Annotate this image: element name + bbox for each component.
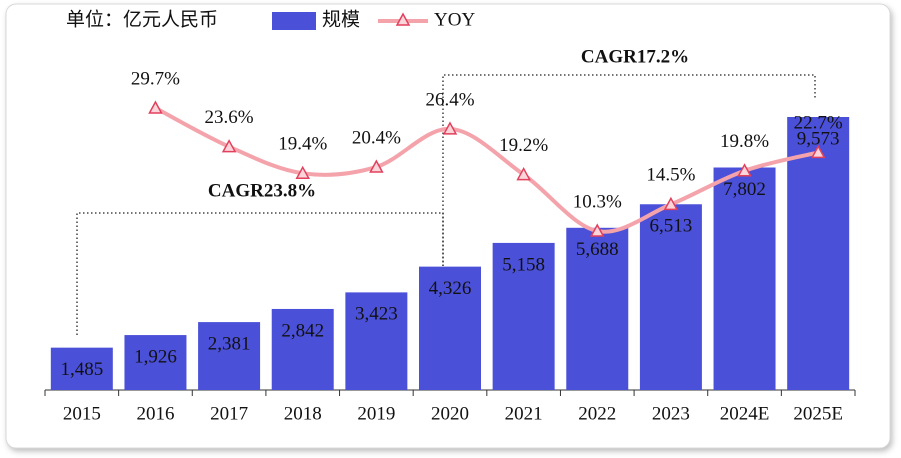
bar-value-label: 1,926 (134, 346, 177, 367)
x-tick-label: 2015 (63, 403, 101, 424)
yoy-label: 19.8% (720, 131, 769, 152)
bar (419, 266, 481, 390)
x-tick-label: 2024E (720, 403, 770, 424)
yoy-label: 29.7% (131, 68, 180, 89)
bar (345, 292, 408, 390)
yoy-marker (295, 165, 310, 180)
cagr-bracket (76, 212, 444, 335)
yoy-label: 10.3% (573, 191, 622, 212)
x-tick-label: 2016 (136, 403, 174, 424)
bar-value-label: 9,573 (797, 128, 840, 149)
unit-note: 单位：亿元人民币 (66, 8, 218, 30)
yoy-marker (516, 167, 531, 181)
x-tick-label: 2017 (210, 403, 248, 424)
bar-value-label: 3,423 (355, 304, 398, 325)
x-tick-label: 2021 (505, 403, 543, 424)
bar-value-label: 1,485 (60, 359, 103, 380)
legend-label: 规模 (322, 8, 360, 30)
yoy-line (154, 106, 819, 234)
yoy-label: 22.7% (794, 113, 843, 134)
bar (271, 308, 334, 390)
bar (198, 322, 261, 390)
x-tick-label: 2019 (357, 403, 395, 424)
x-tick-label: 2023 (652, 403, 690, 424)
yoy-marker (590, 223, 605, 237)
yoy-marker (663, 196, 679, 211)
bar-value-label: 7,802 (723, 179, 766, 200)
bar (50, 347, 113, 390)
legend-swatch (272, 12, 316, 30)
cagr-bracket (442, 74, 816, 266)
bar-value-label: 5,688 (576, 239, 619, 260)
bar (639, 204, 702, 390)
yoy-marker (442, 121, 458, 135)
bar (787, 117, 850, 390)
cagr-label: CAGR17.2% (581, 46, 689, 67)
legend-marker (395, 12, 411, 26)
yoy-label: 19.4% (278, 134, 327, 155)
x-tick-label: 2018 (284, 403, 322, 424)
bar (492, 242, 555, 390)
x-tick-label: 2022 (578, 403, 616, 424)
yoy-marker (810, 144, 826, 159)
legend-label: YOY (434, 9, 475, 30)
yoy-marker (148, 100, 163, 114)
yoy-label: 14.5% (646, 165, 695, 186)
bar (713, 167, 776, 390)
yoy-marker (737, 163, 752, 177)
yoy-label: 23.6% (205, 107, 254, 128)
bar (124, 335, 187, 390)
yoy-marker (221, 139, 237, 153)
x-tick-label: 2020 (431, 403, 469, 424)
bar-value-label: 5,158 (502, 254, 545, 275)
yoy-marker (369, 159, 384, 173)
x-tick-label: 2025E (793, 403, 843, 424)
yoy-label: 19.2% (499, 135, 548, 156)
bar-value-label: 2,381 (208, 333, 251, 354)
bar-value-label: 2,842 (281, 320, 324, 341)
yoy-label: 26.4% (425, 89, 474, 110)
yoy-label: 20.4% (352, 127, 401, 148)
bar (566, 227, 629, 390)
bar-value-label: 4,326 (429, 278, 472, 299)
bar-value-label: 6,513 (650, 216, 693, 237)
cagr-label: CAGR23.8% (208, 180, 316, 201)
